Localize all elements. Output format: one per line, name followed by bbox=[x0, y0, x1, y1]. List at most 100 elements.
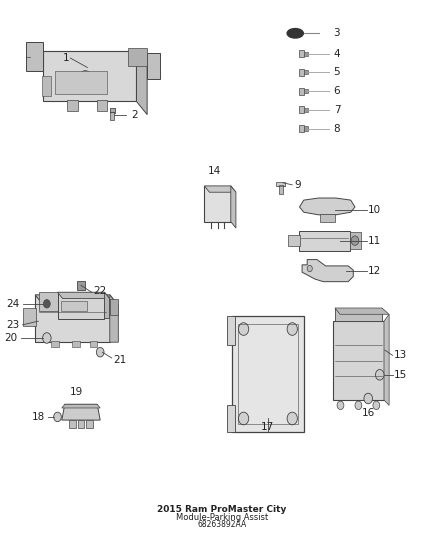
Polygon shape bbox=[137, 52, 147, 115]
Circle shape bbox=[373, 401, 380, 409]
Text: 2015 Ram ProMaster City: 2015 Ram ProMaster City bbox=[157, 505, 286, 513]
Polygon shape bbox=[205, 186, 236, 192]
FancyBboxPatch shape bbox=[333, 321, 384, 400]
Text: 8: 8 bbox=[334, 124, 340, 134]
FancyBboxPatch shape bbox=[35, 295, 110, 342]
Polygon shape bbox=[62, 405, 100, 408]
Circle shape bbox=[238, 322, 249, 335]
FancyBboxPatch shape bbox=[299, 106, 304, 113]
FancyBboxPatch shape bbox=[42, 76, 51, 96]
Circle shape bbox=[287, 412, 297, 425]
FancyBboxPatch shape bbox=[23, 308, 36, 326]
Circle shape bbox=[42, 333, 51, 343]
FancyBboxPatch shape bbox=[61, 301, 87, 311]
Polygon shape bbox=[42, 52, 147, 64]
Text: 19: 19 bbox=[70, 387, 83, 398]
FancyBboxPatch shape bbox=[110, 108, 115, 114]
Text: 22: 22 bbox=[93, 286, 106, 296]
FancyBboxPatch shape bbox=[89, 341, 97, 348]
Polygon shape bbox=[57, 292, 110, 298]
FancyBboxPatch shape bbox=[304, 126, 307, 131]
FancyBboxPatch shape bbox=[42, 52, 137, 101]
Text: 17: 17 bbox=[261, 422, 275, 432]
FancyBboxPatch shape bbox=[304, 70, 307, 74]
Polygon shape bbox=[384, 314, 389, 405]
FancyBboxPatch shape bbox=[279, 185, 283, 195]
Text: 10: 10 bbox=[368, 205, 381, 215]
Text: 7: 7 bbox=[334, 104, 340, 115]
FancyBboxPatch shape bbox=[97, 100, 107, 111]
FancyBboxPatch shape bbox=[335, 308, 382, 321]
Circle shape bbox=[355, 401, 362, 409]
Text: 9: 9 bbox=[294, 180, 301, 190]
Text: 11: 11 bbox=[368, 236, 381, 246]
FancyBboxPatch shape bbox=[110, 299, 118, 315]
Text: 12: 12 bbox=[368, 266, 381, 276]
Text: 3: 3 bbox=[334, 28, 340, 38]
FancyBboxPatch shape bbox=[299, 125, 304, 132]
Text: 16: 16 bbox=[362, 408, 375, 418]
Text: 4: 4 bbox=[334, 49, 340, 59]
Text: 15: 15 bbox=[393, 370, 406, 380]
FancyBboxPatch shape bbox=[226, 316, 235, 345]
Circle shape bbox=[351, 236, 359, 245]
FancyBboxPatch shape bbox=[77, 281, 85, 289]
Text: 6: 6 bbox=[334, 86, 340, 96]
FancyBboxPatch shape bbox=[299, 69, 304, 76]
Circle shape bbox=[96, 348, 104, 357]
FancyBboxPatch shape bbox=[232, 316, 304, 432]
FancyBboxPatch shape bbox=[25, 42, 42, 71]
Text: 68263892AA: 68263892AA bbox=[197, 520, 247, 529]
FancyBboxPatch shape bbox=[78, 420, 85, 428]
FancyBboxPatch shape bbox=[110, 112, 114, 119]
Polygon shape bbox=[104, 292, 110, 319]
Text: 24: 24 bbox=[6, 299, 19, 309]
Polygon shape bbox=[231, 186, 236, 228]
Circle shape bbox=[364, 393, 372, 404]
FancyBboxPatch shape bbox=[39, 292, 99, 311]
Polygon shape bbox=[300, 198, 355, 215]
Text: 2: 2 bbox=[131, 110, 138, 120]
FancyBboxPatch shape bbox=[128, 48, 147, 66]
Text: 14: 14 bbox=[208, 166, 221, 176]
Polygon shape bbox=[62, 405, 100, 420]
Circle shape bbox=[307, 265, 312, 272]
Text: 5: 5 bbox=[334, 67, 340, 77]
FancyBboxPatch shape bbox=[86, 420, 93, 428]
Text: 13: 13 bbox=[393, 350, 406, 360]
FancyBboxPatch shape bbox=[350, 232, 360, 249]
Text: 18: 18 bbox=[32, 412, 45, 422]
Polygon shape bbox=[302, 260, 353, 281]
FancyBboxPatch shape bbox=[67, 100, 78, 111]
Ellipse shape bbox=[287, 29, 304, 38]
Text: 23: 23 bbox=[6, 320, 19, 330]
Circle shape bbox=[43, 300, 50, 308]
FancyBboxPatch shape bbox=[304, 108, 307, 111]
Polygon shape bbox=[110, 295, 118, 342]
Circle shape bbox=[337, 401, 344, 409]
FancyBboxPatch shape bbox=[147, 53, 160, 79]
Circle shape bbox=[238, 412, 249, 425]
FancyBboxPatch shape bbox=[226, 405, 235, 432]
FancyBboxPatch shape bbox=[299, 51, 304, 57]
FancyBboxPatch shape bbox=[57, 292, 104, 319]
Text: 20: 20 bbox=[5, 333, 18, 343]
FancyBboxPatch shape bbox=[72, 341, 80, 348]
FancyBboxPatch shape bbox=[69, 420, 76, 428]
Circle shape bbox=[287, 322, 297, 335]
Circle shape bbox=[78, 71, 92, 87]
FancyBboxPatch shape bbox=[288, 236, 300, 246]
FancyBboxPatch shape bbox=[299, 88, 304, 94]
FancyBboxPatch shape bbox=[205, 186, 231, 222]
FancyBboxPatch shape bbox=[51, 341, 59, 348]
FancyBboxPatch shape bbox=[320, 214, 335, 222]
FancyBboxPatch shape bbox=[304, 89, 307, 93]
Text: Module-Parking Assist: Module-Parking Assist bbox=[176, 513, 268, 522]
Polygon shape bbox=[335, 308, 389, 314]
Text: 1: 1 bbox=[63, 53, 69, 63]
Text: 21: 21 bbox=[113, 354, 126, 365]
Polygon shape bbox=[35, 295, 118, 305]
FancyBboxPatch shape bbox=[304, 52, 307, 56]
FancyBboxPatch shape bbox=[55, 71, 107, 94]
FancyBboxPatch shape bbox=[299, 231, 350, 251]
